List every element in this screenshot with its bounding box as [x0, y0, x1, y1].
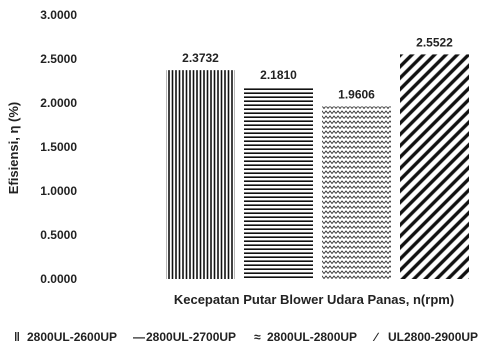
- legend-label: 2800UL-2800UP: [267, 330, 357, 344]
- y-tick-label: 0.0000: [40, 272, 77, 286]
- bar-diagonal-lines: [400, 54, 469, 279]
- y-axis: 0.0000 0.5000 1.0000 1.5000 2.0000 2.5000 3.00…: [40, 8, 77, 286]
- y-axis-title: Efisiensi, η (%): [6, 102, 21, 194]
- legend-label: 2800UL-2700UP: [146, 330, 236, 344]
- legend-swatch-horizontal-lines: —: [133, 330, 145, 344]
- legend-label: 2800UL-2600UP: [27, 330, 117, 344]
- y-tick-label: 2.5000: [40, 52, 77, 66]
- data-labels: 2.3732 2.1810 1.9606 2.5522: [182, 35, 453, 101]
- legend-swatch-zigzag: ≈: [254, 330, 261, 344]
- x-axis-title: Kecepatan Putar Blower Udara Panas, n(rp…: [174, 292, 454, 307]
- bars: [166, 54, 469, 280]
- bar-horizontal-lines: [244, 87, 313, 280]
- data-label: 1.9606: [338, 87, 375, 101]
- y-tick-label: 0.5000: [40, 228, 77, 242]
- y-tick-label: 3.0000: [40, 8, 77, 22]
- legend-swatch-vertical-lines: ‖: [14, 330, 20, 344]
- data-label: 2.5522: [416, 35, 453, 49]
- legend-swatch-diagonal-lines: ∕: [372, 330, 380, 344]
- bar-zigzag: [322, 106, 391, 280]
- legend: ‖ 2800UL-2600UP —2800UL-2700UP ≈2800UL-2800…: [14, 330, 478, 344]
- data-label: 2.3732: [182, 51, 219, 65]
- data-label: 2.1810: [260, 68, 297, 82]
- y-tick-label: 2.0000: [40, 96, 77, 110]
- y-tick-label: 1.5000: [40, 140, 77, 154]
- legend-label: UL2800-2900UP: [388, 330, 478, 344]
- y-tick-label: 1.0000: [40, 184, 77, 198]
- bar-vertical-lines: [166, 70, 235, 279]
